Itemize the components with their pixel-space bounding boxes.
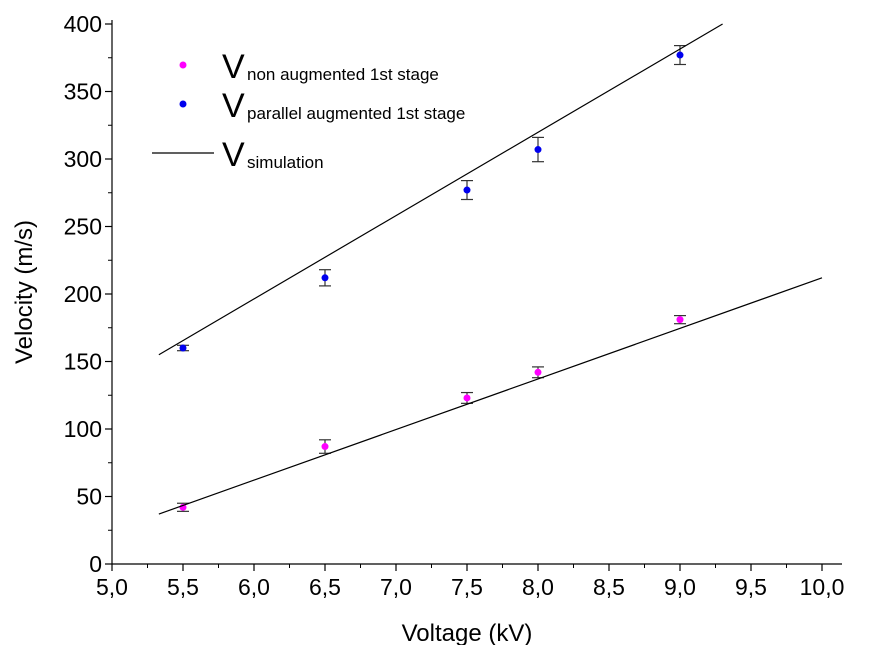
x-tick-label: 7,5: [451, 574, 483, 600]
y-tick-label: 400: [64, 11, 102, 37]
x-axis-title: Voltage (kV): [402, 620, 533, 645]
legend-label: V: [222, 48, 245, 86]
data-point: [179, 344, 187, 352]
x-tick-label: 5,0: [96, 574, 128, 600]
data-point: [676, 316, 684, 324]
y-tick-label: 0: [89, 551, 102, 577]
data-point: [321, 443, 329, 451]
y-tick-label: 250: [64, 214, 102, 240]
x-tick-label: 6,5: [309, 574, 341, 600]
legend-label: V: [222, 87, 245, 125]
data-point: [463, 394, 471, 402]
legend-label-subscript: parallel augmented 1st stage: [247, 104, 465, 123]
plot-marks: [158, 23, 823, 515]
legend-point-swatch: [179, 100, 187, 108]
x-tick-label: 5,5: [167, 574, 199, 600]
x-tick-label: 9,5: [735, 574, 767, 600]
legend-label-subscript: simulation: [247, 153, 324, 172]
x-tick-label: 7,0: [380, 574, 412, 600]
x-tick-label: 8,0: [522, 574, 554, 600]
x-tick-label: 6,0: [238, 574, 270, 600]
data-point: [534, 368, 542, 376]
y-axis-title: Velocity (m/s): [11, 220, 38, 364]
y-tick-label: 350: [64, 79, 102, 105]
y-tick-label: 200: [64, 281, 102, 307]
data-point: [534, 146, 542, 154]
simulation-line: [158, 277, 823, 515]
y-tick-label: 150: [64, 349, 102, 375]
data-point: [676, 51, 684, 59]
data-point: [463, 186, 471, 194]
data-point: [321, 274, 329, 282]
y-tick-label: 50: [76, 484, 102, 510]
y-tick-label: 300: [64, 146, 102, 172]
y-tick-label: 100: [64, 416, 102, 442]
legend-label-subscript: non augmented 1st stage: [247, 65, 439, 84]
axes: 5,0 5,5 6,0 6,5 7,0 7,5 8,0 8,5 9,0 9,5 10,0 0 50 100…: [11, 11, 844, 645]
simulation-line: [158, 23, 723, 356]
x-tick-label: 8,5: [593, 574, 625, 600]
legend-label: V: [222, 136, 245, 174]
legend-point-swatch: [179, 61, 187, 69]
x-tick-label: 10,0: [800, 574, 845, 600]
x-tick-label: 9,0: [664, 574, 696, 600]
